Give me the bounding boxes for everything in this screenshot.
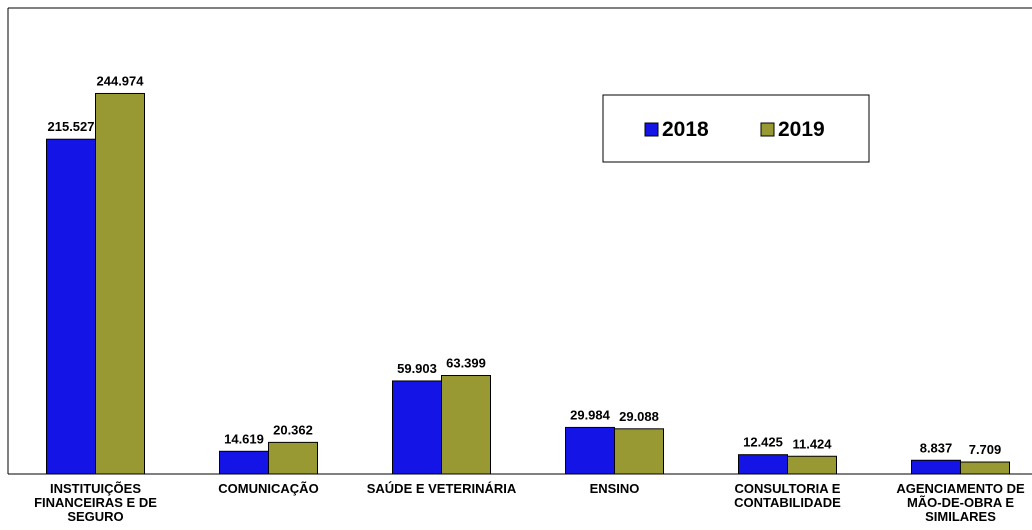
x-tick-label: COMUNICAÇÃO [218, 481, 319, 496]
bar [441, 375, 491, 475]
data-label: 59.903 [397, 361, 437, 376]
bar [614, 428, 664, 475]
x-tick-label: CONSULTORIA E CONTABILIDADE [734, 481, 841, 510]
bar [392, 380, 442, 475]
data-label: 11.424 [792, 436, 832, 451]
data-label: 215.527 [48, 119, 95, 134]
bar [787, 455, 837, 475]
data-label: 14.619 [224, 431, 264, 446]
bar [960, 461, 1010, 475]
data-label: 29.984 [570, 407, 611, 422]
legend-swatch [644, 122, 659, 137]
x-tick-label: INSTITUIÇÕES FINANCEIRAS E DE SEGURO [34, 481, 157, 524]
bar [95, 92, 145, 475]
bar [219, 450, 269, 475]
data-label: 8.837 [920, 440, 953, 455]
bar [268, 441, 318, 475]
x-tick-label: ENSINO [589, 481, 640, 496]
data-label: 12.425 [743, 435, 783, 450]
bar [565, 426, 615, 475]
bar [738, 454, 788, 475]
legend-label: 2018 [662, 118, 709, 141]
bar [911, 459, 961, 475]
data-label: 244.974 [97, 73, 145, 88]
legend-label: 2019 [778, 118, 825, 141]
x-tick-label: AGENCIAMENTO DE MÃO-DE-OBRA E SIMILARES [896, 481, 1025, 524]
data-label: 20.362 [273, 422, 313, 437]
legend-swatch [760, 122, 775, 137]
data-label: 7.709 [969, 442, 1002, 457]
legend-box [602, 94, 870, 163]
data-label: 63.399 [446, 356, 486, 371]
x-tick-label: SAÚDE E VETERINÁRIA [366, 481, 517, 496]
bar [46, 138, 96, 475]
data-label: 29.088 [619, 409, 659, 424]
